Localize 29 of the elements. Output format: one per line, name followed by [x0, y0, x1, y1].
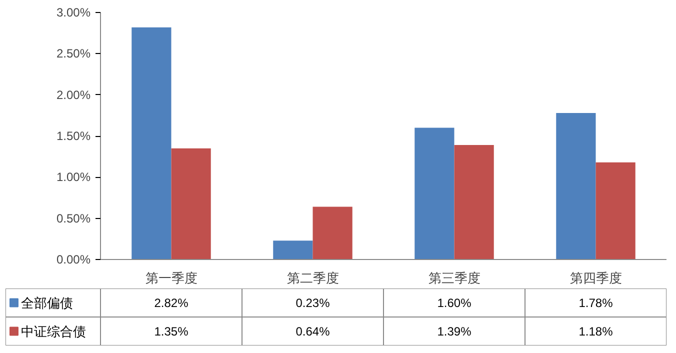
data-label: 2.82%	[154, 296, 189, 310]
y-tick-label: 3.00%	[56, 6, 91, 20]
y-tick-label: 0.00%	[56, 252, 91, 266]
x-tick-label: 第二季度	[286, 270, 339, 286]
data-label: 1.35%	[154, 324, 189, 338]
y-tick-label: 2.00%	[56, 88, 91, 102]
bar	[312, 206, 352, 260]
bar	[414, 128, 454, 260]
x-tick-label: 第三季度	[428, 270, 480, 286]
data-label: 0.23%	[296, 296, 330, 310]
bar	[454, 145, 494, 260]
y-tick-label: 2.50%	[56, 46, 91, 61]
bar	[132, 27, 172, 260]
legend-label: 全部偏债	[21, 295, 74, 310]
bar	[171, 148, 211, 260]
data-label: 1.39%	[437, 324, 472, 338]
bar	[596, 162, 636, 260]
y-tick-label: 0.50%	[56, 211, 91, 226]
bar	[273, 240, 313, 260]
y-tick-label: 1.00%	[56, 170, 91, 184]
x-tick-label: 第一季度	[145, 270, 198, 286]
data-label: 1.78%	[578, 296, 614, 310]
y-tick-label: 1.50%	[56, 129, 91, 143]
bar	[556, 112, 596, 260]
data-label: 1.18%	[578, 324, 614, 338]
data-label: 1.60%	[437, 296, 472, 310]
legend-label: 中证综合债	[21, 324, 86, 339]
x-tick-label: 第四季度	[570, 270, 622, 286]
data-label: 0.64%	[296, 324, 330, 338]
